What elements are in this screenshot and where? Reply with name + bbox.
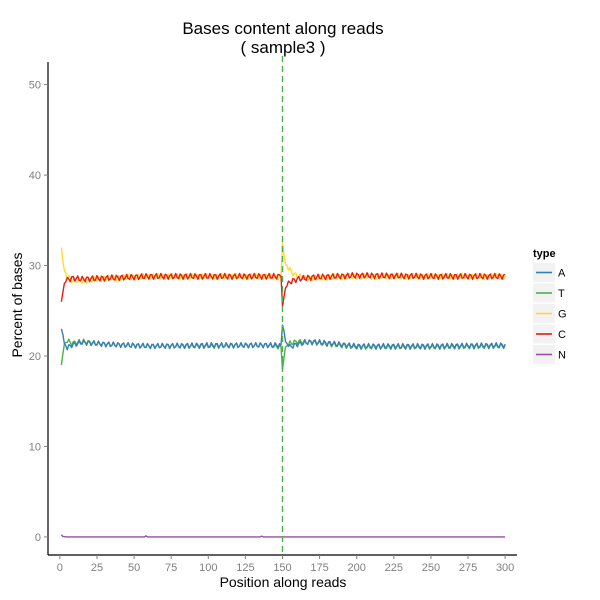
x-tick-label: 100: [199, 562, 217, 574]
x-tick-label: 200: [348, 562, 366, 574]
legend-label-N: N: [558, 350, 566, 362]
plot-area: 0 25 50 75 100 125 150 175 200 225 250 275 300 0 10 20 3…: [29, 56, 517, 574]
y-tick-label: 30: [29, 261, 41, 273]
x-axis-title: Position along reads: [220, 574, 347, 590]
x-tick-label: 25: [91, 562, 103, 574]
x-tick-label: 225: [385, 562, 403, 574]
x-tick-label: 300: [496, 562, 514, 574]
y-tick-label: 50: [29, 80, 41, 92]
x-tick-label: 75: [165, 562, 177, 574]
x-tick-label: 275: [459, 562, 477, 574]
series-line-G: [60, 242, 506, 285]
legend-label-G: G: [558, 309, 567, 321]
legend-label-A: A: [558, 268, 566, 280]
series-line-N: [60, 534, 506, 538]
series-line-A: [60, 324, 506, 351]
x-tick-label: 175: [310, 562, 328, 574]
legend-title: type: [533, 248, 556, 260]
chart-subtitle: ( sample3 ): [240, 38, 325, 57]
x-tick-label: 50: [128, 562, 140, 574]
x-tick-label: 250: [422, 562, 440, 574]
x-tick-label: 0: [57, 562, 63, 574]
x-tick-label: 125: [236, 562, 254, 574]
y-tick-label: 0: [35, 532, 41, 544]
legend-label-T: T: [558, 288, 565, 300]
y-tick-label: 40: [29, 170, 41, 182]
chart-title: Bases content along reads: [182, 19, 383, 38]
y-tick-label: 10: [29, 441, 41, 453]
x-tick-label: 150: [273, 562, 291, 574]
legend-label-C: C: [558, 329, 566, 341]
y-axis-title: Percent of bases: [9, 252, 25, 357]
y-tick-label: 20: [29, 351, 41, 363]
series-line-C: [60, 272, 506, 307]
